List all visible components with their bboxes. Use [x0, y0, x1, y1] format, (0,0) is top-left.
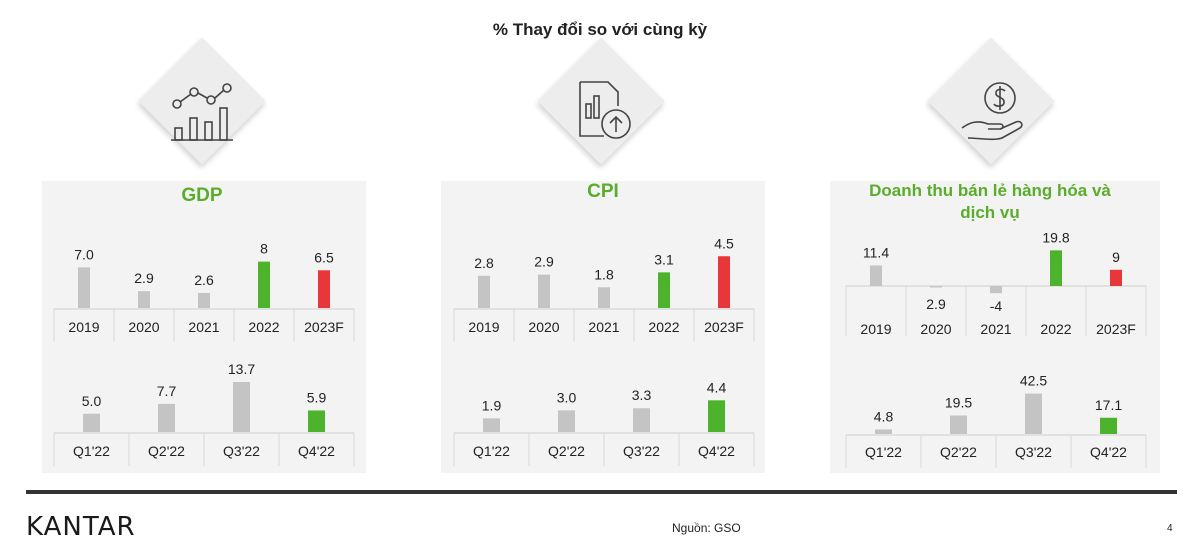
category-label: Q1'22 [865, 444, 902, 460]
bar [158, 403, 175, 432]
bar [1050, 250, 1062, 286]
bar [875, 429, 892, 434]
data-label: 3.3 [632, 387, 652, 403]
data-label: 5.0 [82, 393, 102, 409]
cpi-title: CPI [587, 181, 619, 202]
bar [950, 415, 967, 434]
data-label: -4 [990, 298, 1003, 314]
page-title: % Thay đổi so với cùng kỳ [492, 20, 708, 39]
category-label: Q2'22 [940, 444, 977, 460]
data-label: 17.1 [1095, 397, 1122, 413]
category-label: 2022 [1040, 321, 1071, 337]
category-label: 2020 [920, 321, 951, 337]
category-label: 2020 [528, 319, 559, 335]
data-label: 9 [1112, 249, 1120, 265]
gdp-annual-chart: 7.0 2019 2.9 2020 2.6 2021 8 2022 6.5 2023F [53, 241, 355, 342]
retail-title: Doanh thu bán lẻ hàng hóa và dịch vụ [869, 181, 1111, 222]
category-label: 2023F [304, 319, 344, 335]
bar [78, 267, 90, 308]
cpi-quarterly-chart: 1.9 Q1'22 3.0 Q2'22 3.3 Q3'22 4.4 Q4'22 [453, 379, 755, 466]
data-label: 4.8 [874, 408, 894, 424]
data-label: 4.5 [714, 235, 734, 251]
data-label: 5.9 [307, 389, 327, 405]
cpi-annual-chart: 2.8 2019 2.9 2020 1.8 2021 3.1 2022 4.5 2023F [453, 235, 755, 342]
growth-chart-icon [171, 83, 233, 141]
bar [633, 408, 650, 432]
category-label: Q1'22 [473, 443, 510, 459]
data-label: 2.9 [534, 254, 554, 270]
bar [308, 410, 325, 432]
bar [1025, 393, 1042, 434]
category-label: 2021 [588, 319, 619, 335]
bar [538, 274, 550, 308]
data-label: 2.8 [474, 255, 494, 271]
data-label: 8 [260, 241, 268, 257]
footer-divider [26, 490, 1177, 494]
data-label: 7.7 [157, 383, 177, 399]
source-note: Nguồn: GSO [672, 521, 741, 535]
category-label: Q1'22 [73, 443, 110, 459]
bar [708, 400, 725, 432]
bar [990, 286, 1002, 294]
data-label: 1.9 [482, 397, 502, 413]
category-label: Q4'22 [298, 443, 335, 459]
data-label: 13.7 [228, 361, 255, 377]
category-label: Q2'22 [548, 443, 585, 459]
data-label: 42.5 [1020, 373, 1047, 389]
category-label: 2021 [980, 321, 1011, 337]
category-label: Q3'22 [1015, 444, 1052, 460]
data-label: 2.6 [194, 272, 214, 288]
bar [558, 410, 575, 432]
data-label: 6.5 [314, 249, 334, 265]
bar [930, 286, 942, 288]
category-label: 2022 [648, 319, 679, 335]
bar [258, 261, 270, 308]
bar [318, 270, 330, 308]
bar [598, 287, 610, 308]
bar [1110, 269, 1122, 286]
retail-quarterly-chart: 4.8 Q1'22 19.5 Q2'22 42.5 Q3'22 17.1 Q4'22 [845, 373, 1147, 468]
category-label: 2019 [68, 319, 99, 335]
category-label: 2019 [468, 319, 499, 335]
data-label: 4.4 [707, 379, 727, 395]
bar [478, 275, 490, 308]
category-label: 2019 [860, 321, 891, 337]
retail-annual-chart: 11.4 2019 2.9 2020 -4 2021 19.8 2022 9 2023F [845, 229, 1147, 337]
category-label: Q3'22 [223, 443, 260, 459]
data-label: 2.9 [134, 270, 154, 286]
bar [198, 292, 210, 308]
bar [870, 265, 882, 286]
kantar-logo: KANTAR [26, 512, 136, 542]
category-label: 2023F [1096, 321, 1136, 337]
bar [718, 256, 730, 308]
category-label: 2021 [188, 319, 219, 335]
bar [83, 413, 100, 432]
bar [483, 418, 500, 432]
data-label: 7.0 [74, 246, 94, 262]
bar [233, 381, 250, 432]
bar [1100, 417, 1117, 434]
data-label: 2.9 [926, 296, 946, 312]
data-label: 3.0 [557, 389, 577, 405]
data-label: 1.8 [594, 266, 614, 282]
document-upload-icon [579, 81, 631, 139]
page-number: 4 [1167, 523, 1173, 534]
category-label: Q3'22 [623, 443, 660, 459]
bar [658, 272, 670, 308]
gdp-quarterly-chart: 5.0 Q1'22 7.7 Q2'22 13.7 Q3'22 5.9 Q4'22 [53, 361, 355, 466]
category-label: Q4'22 [1090, 444, 1127, 460]
category-label: Q2'22 [148, 443, 185, 459]
data-label: 19.8 [1042, 229, 1069, 245]
category-label: Q4'22 [698, 443, 735, 459]
data-label: 19.5 [945, 394, 972, 410]
data-label: 3.1 [654, 251, 674, 267]
category-label: 2023F [704, 319, 744, 335]
bar [138, 291, 150, 308]
money-hand-icon [961, 82, 1023, 141]
category-label: 2022 [248, 319, 279, 335]
gdp-title: GDP [181, 185, 223, 206]
category-label: 2020 [128, 319, 159, 335]
data-label: 11.4 [863, 244, 889, 260]
